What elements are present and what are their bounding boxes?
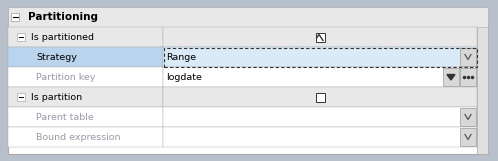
Text: Is partition: Is partition — [31, 93, 82, 101]
Bar — [316, 33, 325, 42]
Bar — [8, 47, 163, 67]
Bar — [8, 27, 163, 47]
Bar — [163, 107, 477, 127]
Bar — [163, 87, 477, 107]
Bar — [8, 87, 163, 107]
Bar — [460, 128, 476, 146]
Bar — [17, 93, 25, 101]
Bar — [163, 47, 477, 66]
Bar — [460, 48, 476, 66]
Text: Range: Range — [166, 52, 196, 62]
Bar — [11, 13, 19, 21]
Bar — [443, 68, 459, 86]
Bar — [8, 7, 488, 27]
Bar — [477, 7, 488, 154]
Bar — [163, 67, 477, 87]
Bar — [316, 93, 325, 101]
Bar — [163, 47, 477, 67]
Bar — [163, 27, 477, 47]
Bar — [17, 33, 25, 41]
Bar — [8, 67, 163, 87]
Text: Parent table: Parent table — [36, 113, 94, 122]
Text: Is partitioned: Is partitioned — [31, 33, 94, 42]
Text: Partition key: Partition key — [36, 72, 96, 81]
Bar — [8, 107, 163, 127]
Text: Bound expression: Bound expression — [36, 133, 121, 142]
Bar — [8, 127, 163, 147]
Bar — [460, 68, 476, 86]
Bar — [460, 108, 476, 126]
Text: logdate: logdate — [166, 72, 202, 81]
Text: Strategy: Strategy — [36, 52, 77, 62]
Text: Partitioning: Partitioning — [28, 12, 98, 22]
Bar — [163, 127, 477, 147]
Polygon shape — [447, 75, 455, 80]
